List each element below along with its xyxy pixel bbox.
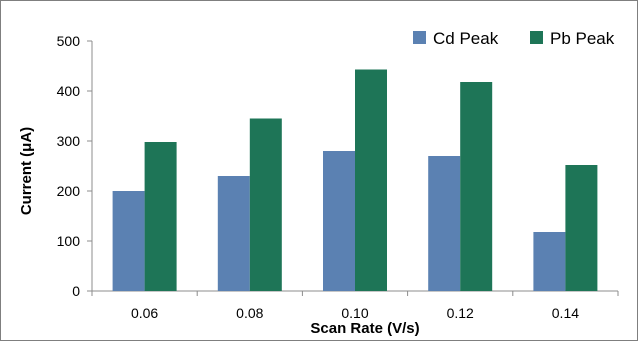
x-tick-label: 0.12 — [447, 305, 474, 321]
bar-pb-peak — [565, 165, 598, 291]
y-tick-label: 100 — [57, 233, 81, 249]
x-axis-title: Scan Rate (V/s) — [310, 320, 419, 337]
bar-cd-peak — [217, 176, 250, 291]
bar-cd-peak — [428, 156, 461, 291]
bar-pb-peak — [249, 118, 282, 291]
y-tick-label: 300 — [57, 133, 81, 149]
legend: Cd Peak Pb Peak — [413, 29, 615, 48]
x-tick-label: 0.08 — [236, 305, 263, 321]
y-tick-label: 400 — [57, 83, 81, 99]
x-tick-label: 0.14 — [552, 305, 579, 321]
legend-label-cd-peak: Cd Peak — [433, 29, 499, 48]
legend-label-pb-peak: Pb Peak — [550, 29, 615, 48]
bar-cd-peak — [112, 191, 145, 291]
legend-swatch-pb-peak — [530, 31, 543, 44]
legend-swatch-cd-peak — [413, 31, 426, 44]
bars — [112, 69, 598, 291]
bar-cd-peak — [533, 232, 566, 291]
y-axis-title: Current (μA) — [18, 127, 35, 215]
bar-pb-peak — [144, 142, 177, 291]
y-tick-label: 0 — [72, 283, 80, 299]
x-axis: 0.06 0.08 0.10 0.12 0.14 — [91, 290, 619, 321]
y-tick-label: 200 — [57, 183, 81, 199]
x-tick-label: 0.06 — [131, 305, 158, 321]
y-axis: 0 100 200 300 400 500 — [57, 33, 93, 299]
bar-cd-peak — [323, 151, 355, 291]
x-tick-label: 0.10 — [341, 305, 368, 321]
bar-pb-peak — [460, 82, 493, 291]
bar-pb-peak — [355, 69, 387, 291]
y-tick-label: 500 — [57, 33, 81, 49]
